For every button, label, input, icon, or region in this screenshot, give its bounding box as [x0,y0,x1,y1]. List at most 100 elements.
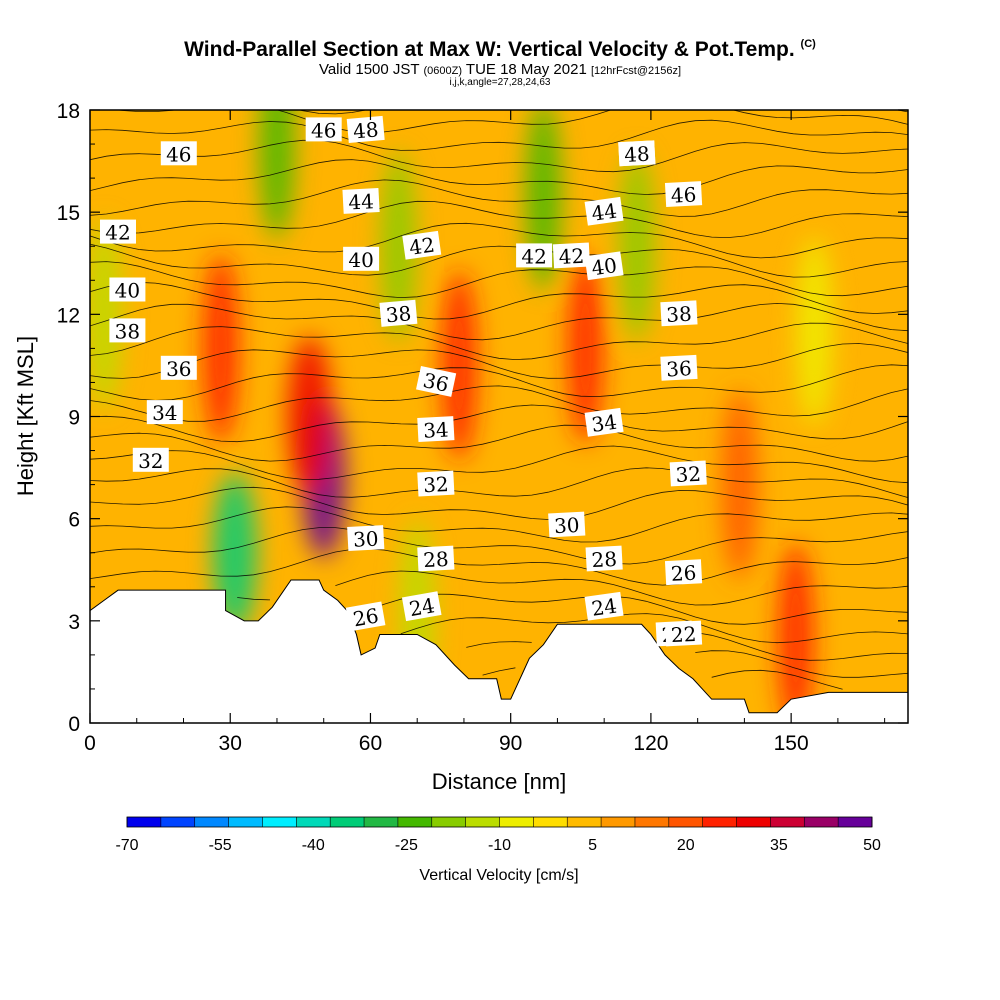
velocity-feature-5 [721,389,758,580]
chart-subtitle: Valid 1500 JST (0600Z) TUE 18 May 2021 [… [318,61,682,78]
contour-label-26: 26 [345,601,386,631]
velocity-feature-2 [202,253,239,444]
svg-text:46: 46 [670,182,697,207]
colorbar-swatch [702,817,738,827]
svg-text:32: 32 [138,449,163,473]
colorbar-swatch [567,817,602,827]
contour-label-22: 22 [664,620,703,647]
terrain [90,579,908,723]
contour-labels: 4644424038363432302826242248464442403836… [100,115,707,647]
x-tick-label: 120 [633,732,668,755]
svg-text:44: 44 [590,199,619,226]
contour-label-30: 30 [347,525,385,552]
x-tick-label: 90 [499,732,522,755]
contour-label-36: 36 [160,355,197,381]
isentrope-25 [90,159,908,195]
svg-text:46: 46 [166,142,191,166]
svg-text:36: 36 [666,356,693,381]
colorbar-tick-label: -25 [395,837,418,854]
svg-text:40: 40 [348,248,373,272]
isentrope-28 [114,110,908,134]
svg-text:22: 22 [670,622,697,647]
colorbar-swatch [296,817,331,827]
svg-text:32: 32 [423,472,450,497]
svg-text:24: 24 [590,594,619,621]
contour-label-34: 34 [146,400,183,425]
colorbar-tick-label: 20 [677,837,695,854]
svg-text:26: 26 [351,603,380,631]
svg-text:40: 40 [590,253,619,280]
y-tick-label: 0 [68,713,80,736]
isentrope-4 [367,593,908,625]
contour-label-36: 36 [416,365,457,397]
colorbar: -70 -55 -40 -25 -10 5 20 35 50 [115,816,881,854]
svg-text:42: 42 [558,244,585,269]
svg-text:34: 34 [152,401,177,425]
svg-text:42: 42 [408,233,437,260]
colorbar-tick-label: -70 [115,837,138,854]
svg-text:46: 46 [311,118,336,142]
contour-label-38: 38 [109,318,146,343]
isentrope-19 [90,281,908,320]
contour-label-38: 38 [379,299,418,327]
isentrope-1 [482,650,908,678]
colorbar-swatch [533,817,568,827]
isentrope-11 [90,445,908,484]
svg-text:34: 34 [590,410,619,437]
contour-label-46: 46 [305,117,342,142]
colorbar-swatch [601,817,636,827]
contour-label-36: 36 [660,354,698,381]
svg-text:48: 48 [624,142,651,167]
isentrope-18 [90,302,908,341]
y-tick-label: 12 [57,304,80,327]
contour-label-32: 32 [417,470,455,497]
contour-label-42: 42 [552,242,591,269]
y-tick-label: 15 [57,202,80,225]
isentrope-2 [466,631,908,661]
colorbar-tick-label: -40 [302,837,325,854]
contour-label-48: 48 [346,115,385,143]
chart-title: Wind-Parallel Section at Max W: Vertical… [184,38,816,61]
colorbar-swatch [330,817,365,827]
contour-label-48: 48 [618,140,656,167]
svg-text:42: 42 [521,244,546,268]
x-tick-label: 60 [359,732,382,755]
colorbar-swatch [228,817,263,827]
colorbar-tick-label: -10 [488,837,511,854]
contour-label-38: 38 [660,300,698,327]
isentrope-17 [90,322,908,361]
contour-label-24: 24 [401,591,442,621]
svg-text:36: 36 [166,357,191,381]
svg-text:40: 40 [115,279,140,303]
colorbar-swatch [838,817,873,827]
isentrope-24 [90,179,908,217]
svg-text:32: 32 [675,462,702,487]
svg-text:38: 38 [115,319,140,343]
colorbar-swatch [465,817,500,827]
isentrope-27 [90,119,908,151]
svg-text:30: 30 [553,513,580,538]
colorbar-swatch [262,817,297,827]
isentrope-12 [90,424,908,462]
x-tick-label: 150 [774,732,809,755]
contour-label-46: 46 [160,141,197,166]
y-axis-label: Height [Kft MSL] [13,336,38,496]
svg-text:38: 38 [385,301,412,327]
colorbar-swatch [736,817,771,827]
contour-label-44: 44 [342,187,380,215]
isentrope-16 [90,343,908,379]
colorbar-tick-label: -55 [209,837,232,854]
isentrope-22 [90,222,908,259]
isentrope-6 [90,548,908,586]
colorbar-tick-label: 50 [863,837,881,854]
y-tick-label: 6 [68,509,80,532]
svg-text:38: 38 [666,302,693,327]
contour-label-32: 32 [132,447,169,473]
svg-text:28: 28 [591,547,618,572]
isentrope-21 [90,243,908,278]
velocity-feature-1 [287,336,332,497]
chart-indices: i,j,k,angle=27,28,24,63 [449,77,551,88]
isentrope-23 [90,200,908,239]
colorbar-swatch [127,817,162,827]
contour-label-42: 42 [402,230,442,260]
